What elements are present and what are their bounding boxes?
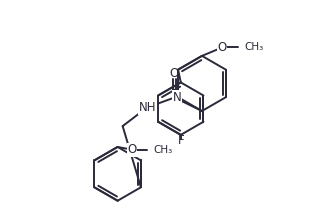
Text: NH: NH: [139, 101, 156, 114]
Text: N: N: [172, 91, 181, 104]
Text: O: O: [127, 143, 136, 156]
Text: CH₃: CH₃: [244, 43, 264, 52]
Text: O: O: [217, 41, 227, 54]
Text: O: O: [170, 67, 179, 80]
Text: CH₃: CH₃: [153, 145, 173, 155]
Text: F: F: [178, 134, 184, 147]
